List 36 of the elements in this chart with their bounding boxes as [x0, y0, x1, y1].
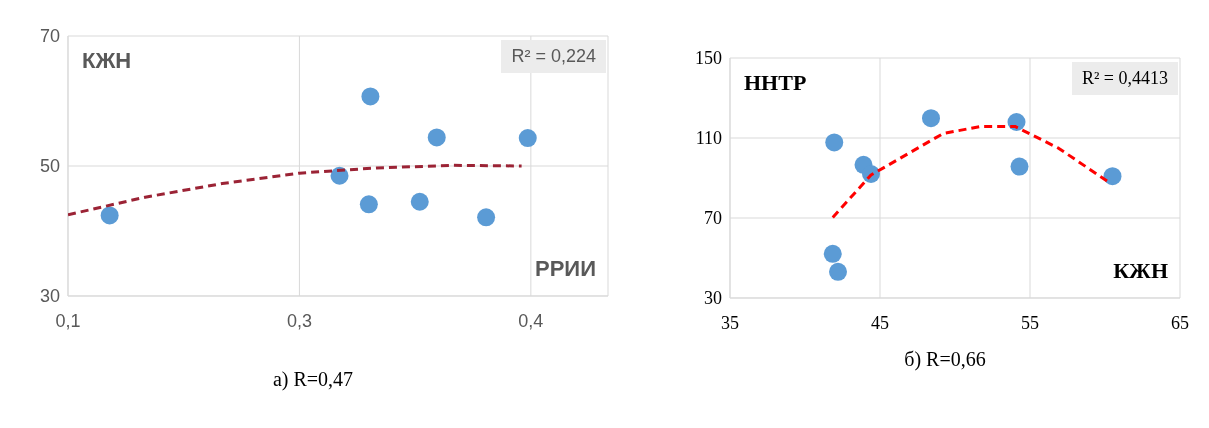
- y-tick-label: 30: [39, 286, 60, 307]
- point: [361, 87, 380, 106]
- x-tick-label: 0,4: [518, 310, 544, 331]
- annotation: R² = 0,4413: [1071, 62, 1178, 95]
- y-axis-title: ННТР: [744, 70, 807, 96]
- y-tick-label: 50: [39, 156, 60, 177]
- line-series: [68, 163, 524, 217]
- x-tick-label: 65: [1171, 312, 1189, 333]
- point: [1010, 157, 1029, 176]
- y-tick-label: 30: [704, 288, 722, 309]
- x-tick-label: 35: [721, 312, 739, 333]
- point: [359, 195, 378, 214]
- point: [1103, 167, 1122, 186]
- x-tick-label: 55: [1021, 312, 1039, 333]
- y-tick-label: 150: [695, 48, 722, 69]
- y-axis-title: КЖН: [82, 48, 132, 74]
- point: [823, 244, 842, 263]
- x-axis-title: КЖН: [1113, 258, 1168, 284]
- y-tick-label: 70: [704, 208, 722, 229]
- point: [829, 262, 847, 281]
- annotation: R² = 0,224: [501, 40, 606, 73]
- x-axis-title: РРИИ: [535, 256, 596, 282]
- point: [518, 129, 537, 148]
- text: а) R=0,47: [271, 368, 355, 391]
- x-tick-label: 0,3: [286, 310, 312, 331]
- point: [100, 206, 119, 225]
- point: [477, 208, 496, 227]
- point: [410, 192, 429, 211]
- x-tick-label: 45: [871, 312, 889, 333]
- text: б) R=0,66: [903, 348, 987, 371]
- point: [922, 109, 940, 128]
- point: [427, 128, 446, 147]
- x-tick-label: 0,1: [55, 310, 81, 331]
- point: [825, 133, 844, 152]
- y-tick-label: 110: [695, 128, 722, 149]
- y-tick-label: 70: [39, 26, 60, 47]
